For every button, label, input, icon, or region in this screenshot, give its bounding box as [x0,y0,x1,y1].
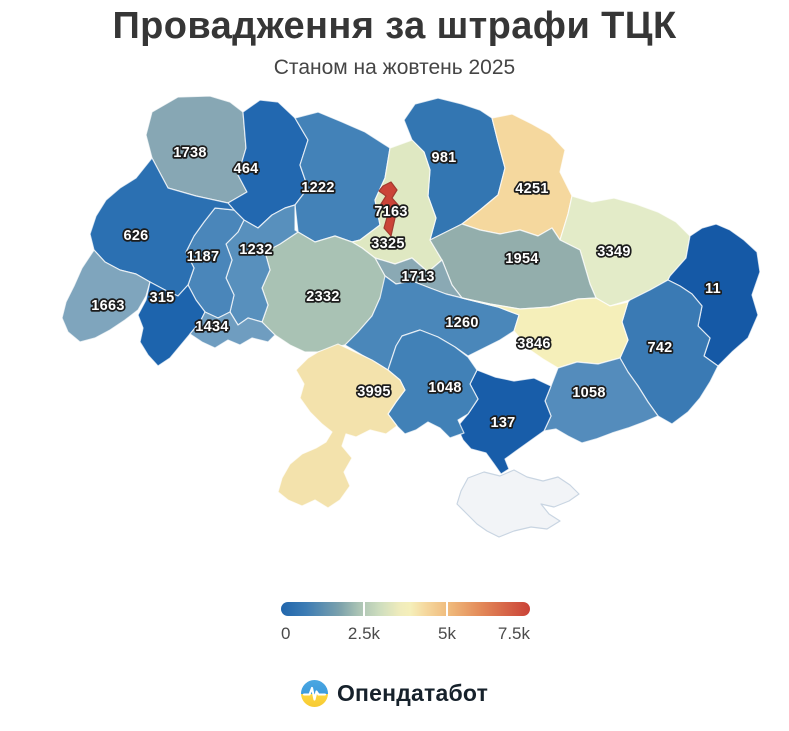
region-value-lviv: 626 [123,228,148,244]
region-value-zakarpattia: 1663 [91,298,124,314]
region-value-dnipro: 3846 [517,336,550,352]
legend-label-2500: 2.5k [347,624,381,643]
region-value-odesa: 3995 [357,384,390,400]
page-subtitle: Станом на жовтень 2025 [273,56,516,79]
region-kherson [456,369,552,475]
opendatabot-logo-icon [300,680,328,707]
region-value-rivne: 464 [233,161,258,177]
region-value-sumy: 4251 [515,181,548,197]
region-value-kyiv_oblast: 3325 [371,236,404,252]
region-value-chernivtsi: 1434 [195,319,228,335]
legend-tick-2500 [363,602,365,616]
region-value-cherkasy: 1713 [401,269,434,285]
region-value-kharkiv: 3349 [597,244,630,260]
region-value-donetsk: 742 [647,340,672,356]
region-zhytomyr [294,111,391,243]
region-zaporizhzhia [543,357,659,444]
region-value-chernihiv: 981 [431,150,456,166]
region-value-poltava: 1954 [505,251,538,267]
region-kyiv_city [378,181,400,237]
region-chernivtsi [189,311,276,349]
legend-label-min: 0 [281,624,291,643]
footer: Опендатабот [0,680,789,707]
legend-label-max: 7.5k [497,624,530,643]
legend-gradient-bar [281,602,530,616]
legend-tick-5000 [446,602,448,616]
region-value-khmelnytskyi: 1232 [239,242,272,258]
region-value-zhytomyr: 1222 [301,180,334,196]
region-crimea [456,469,580,538]
region-value-vinnytsia: 2332 [306,289,339,305]
region-value-kirovohrad: 1260 [445,315,478,331]
region-value-kherson: 137 [490,415,515,431]
region-value-luhansk: 11 [705,281,721,297]
legend-label-5000: 5k [438,624,456,643]
region-value-kyiv_city: 7163 [374,204,407,220]
region-ivano_frankivsk [137,281,206,367]
region-zakarpattia [61,249,151,343]
region-value-zaporizhzhia: 1058 [572,385,605,401]
region-odesa [277,343,406,509]
region-value-volyn: 1738 [173,145,206,161]
opendatabot-logo-text: Опендатабот [336,680,489,706]
region-value-ivano_frankivsk: 315 [149,290,174,306]
page-title: Провадження за штрафи ТЦК [112,5,677,47]
region-value-mykolaiv: 1048 [428,380,461,396]
region-value-ternopil: 1187 [187,249,220,265]
